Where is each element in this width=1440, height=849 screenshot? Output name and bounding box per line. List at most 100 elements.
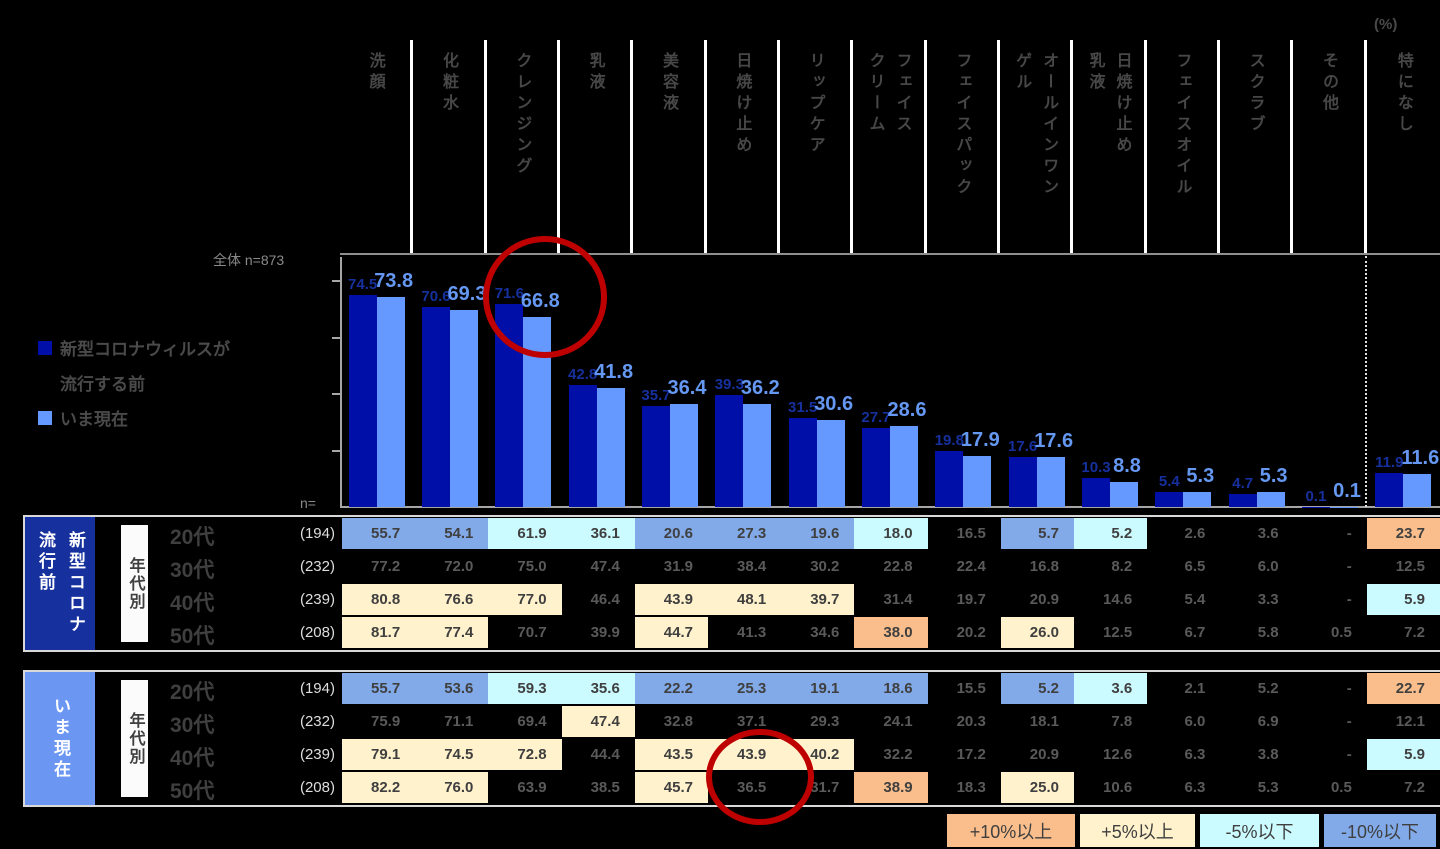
age-group-header-label: 年代別 [126, 711, 144, 766]
age-row-n: (208) [299, 779, 335, 796]
bar-value-now: 8.8 [1113, 455, 1141, 478]
age-row-label: 50代 [170, 625, 215, 648]
table-cell: 38.4 [736, 558, 767, 575]
table-cell: 22.2 [634, 673, 708, 704]
bar-before-covid [348, 295, 377, 507]
age-group-header: 年代別 [121, 525, 148, 642]
table-group-label: いま現在 [51, 696, 70, 781]
table-cell: 22.7 [1366, 673, 1440, 704]
table-cell: 36.1 [561, 518, 635, 549]
bar-value-now: 0.1 [1333, 479, 1361, 502]
bar-before-covid [1375, 473, 1404, 507]
category-header-cell: その他 [1293, 40, 1367, 254]
bar-group: 42.8 41.8 [560, 258, 633, 507]
table-group-label: 新型コロナ 流行前 [36, 531, 85, 636]
bar-now [963, 456, 992, 507]
table-row-cells: 55.7 53.6 59.3 35.6 22.2 25.3 19.1 18.6 15.5 5.2 3… [342, 673, 1440, 704]
category-header-cell: 日焼け止め [707, 40, 780, 254]
table-cell: 18.3 [956, 779, 986, 796]
table-cell: 37.1 [736, 713, 767, 730]
bar-before-covid [1081, 477, 1110, 507]
bar-group: 27.7 28.6 [853, 258, 926, 507]
table-cell: 3.6 [1073, 673, 1148, 704]
age-row-n: (239) [299, 746, 335, 763]
table-cell: 44.7 [634, 617, 708, 648]
bar-group: 39.3 36.2 [707, 258, 780, 507]
legend-before-label-line2: 流行する前 [60, 375, 145, 394]
table-cell: 18.0 [854, 518, 928, 549]
table-cell: 5.2 [1073, 518, 1148, 549]
category-header-cell: 洗顔 [340, 40, 414, 254]
table-cell: 22.8 [883, 558, 913, 575]
bar-now [669, 403, 698, 507]
table-cell: 20.6 [634, 518, 708, 549]
table-row: 30代 (232) 77.2 72.0 75.0 47.4 31.9 38.4 30.2 22.8… [25, 551, 1440, 582]
table-cell: 31.7 [810, 779, 840, 796]
table-cell: 29.3 [810, 713, 840, 730]
table-cell: 72.8 [488, 739, 562, 770]
bar-value-now: 11.6 [1401, 447, 1440, 470]
table-cell: 5.2 [1257, 680, 1279, 697]
table-cell: 12.1 [1395, 713, 1425, 730]
bar-value-before: 31.5 [788, 398, 818, 416]
table-cell: 71.1 [444, 713, 474, 730]
bar-now [449, 310, 478, 507]
bar-value-before: 42.8 [568, 366, 598, 384]
table-cell: 43.5 [634, 739, 708, 770]
table-cell: - [1346, 591, 1352, 608]
bar-group: 70.6 69.3 [413, 258, 486, 507]
category-header-cell: 美容液 [633, 40, 707, 254]
table-cell: 12.6 [1102, 746, 1133, 763]
category-header-label: 乳液 [586, 52, 604, 94]
table-cell: 20.9 [1029, 591, 1059, 608]
table-cell: 5.8 [1257, 624, 1279, 641]
category-header-label: 美容液 [659, 52, 677, 115]
bar-value-before: 4.7 [1232, 474, 1254, 492]
table-cell: 6.5 [1184, 558, 1206, 575]
table-cell: 6.7 [1184, 624, 1206, 641]
table-cell: 70.7 [517, 624, 547, 641]
table-cell: - [1346, 558, 1352, 575]
bar-value-now: 28.6 [887, 398, 927, 421]
table-row-cells: 82.2 76.0 63.9 38.5 45.7 36.5 31.7 38.9 18.3 25.0… [342, 772, 1440, 803]
table-row-cells: 75.9 71.1 69.4 47.4 32.8 37.1 29.3 24.1 20.3 18.1… [342, 706, 1440, 737]
table-cell: 27.3 [707, 518, 782, 549]
category-header-cell: スクラブ [1220, 40, 1294, 254]
bar-group: 11.9 11.6 [1367, 258, 1440, 507]
bar-value-now: 30.6 [814, 393, 854, 416]
table-cell: 81.7 [342, 617, 416, 648]
y-axis-tick-20 [332, 450, 341, 452]
category-header-label: 洗顔 [366, 52, 384, 94]
bar-value-before: 74.5 [348, 276, 378, 294]
category-header-cell: フェイスパック [927, 40, 1000, 254]
age-row-label: 20代 [170, 681, 215, 704]
age-row-label: 50代 [170, 780, 215, 803]
age-row-n: (232) [299, 713, 335, 730]
table-row: 20代 (194) 55.7 54.1 61.9 36.1 20.6 27.3 19.6 18.0… [25, 518, 1440, 549]
category-header-cell: 特になし [1367, 40, 1440, 254]
table-cell: 5.9 [1366, 739, 1440, 770]
bar-value-now: 41.8 [594, 361, 634, 384]
bar-before-covid [715, 395, 744, 507]
category-header-row: 洗顔 化粧水 クレンジング 乳液 美容液 日焼け止め リップケア フェイス クリーム フェイスパ… [340, 40, 1440, 254]
table-cell: - [1346, 746, 1352, 763]
bar-before-covid [1008, 457, 1037, 507]
table-row-cells: 81.7 77.4 70.7 39.9 44.7 41.3 34.6 38.0 20.2 26.0… [342, 617, 1440, 648]
table-cell: 0.5 [1330, 779, 1352, 796]
table-cell: 7.2 [1404, 779, 1425, 796]
table-group-box: いま現在 [25, 672, 95, 805]
category-header-label: オールインワン ゲル [1013, 52, 1058, 199]
table-cell: 43.9 [634, 584, 708, 615]
bar-before-covid [788, 417, 817, 507]
y-axis-tick-40 [332, 393, 341, 395]
table-cell: 38.0 [854, 617, 928, 648]
table-cell: 55.7 [342, 518, 416, 549]
table-cell: 20.2 [956, 624, 986, 641]
bar-value-now: 73.8 [374, 270, 414, 293]
table-cell: 55.7 [342, 673, 416, 704]
table-cell: 39.9 [590, 624, 620, 641]
table-cell: 30.2 [810, 558, 840, 575]
bar-group: 17.6 17.6 [1000, 258, 1073, 507]
bar-now [743, 404, 772, 507]
table-cell: 12.5 [1395, 558, 1425, 575]
